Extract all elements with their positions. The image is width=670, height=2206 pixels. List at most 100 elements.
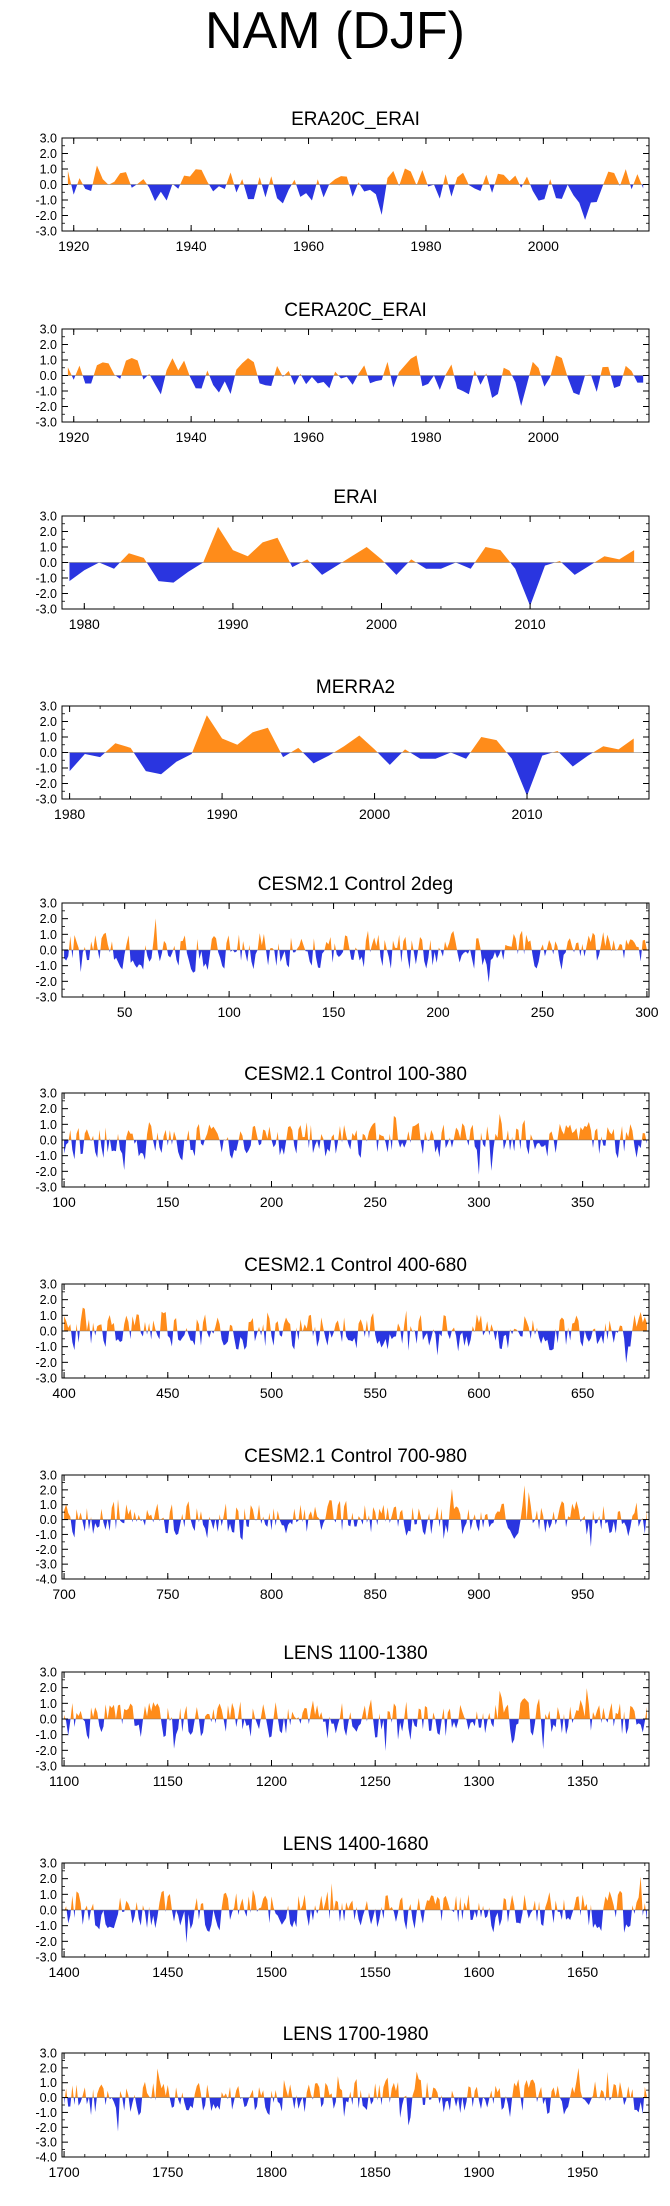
x-tick-label: 1250 [360,1773,391,1789]
chart-panel-9: LENS 1100-13803.02.01.00.0-1.0-2.0-3.011… [35,1643,650,1789]
y-tick-label: 1.0 [40,2076,57,2090]
y-tick-label: -3.0 [35,1760,57,1774]
y-tick-label: 0.0 [40,556,57,570]
chart-panel-10: LENS 1400-16803.02.01.00.0-1.0-2.0-3.014… [35,1834,650,1980]
chart-panel-8: CESM2.1 Control 700-9803.02.01.00.0-1.0-… [35,1446,650,1602]
y-tick-label: 1.0 [40,541,57,555]
x-tick-label: 1990 [217,616,248,632]
chart-panel-5: CESM2.1 Control 2deg 3.02.0 1.0 0.0-1.0 -2.0… [35,874,658,1020]
y-tick-label: 1.0 [40,1118,57,1132]
y-tick-label: -2.0 [35,1543,57,1557]
x-tick-label: 700 [52,1586,76,1602]
x-tick-label: 1900 [463,2164,494,2180]
x-tick-label: 2000 [359,806,390,822]
y-tick-label: 2.0 [40,1483,57,1497]
x-tick-label: 1920 [58,238,89,254]
x-tick-label: 2000 [366,616,397,632]
negative-area-series [67,375,644,407]
x-tick-label: 1350 [567,1773,598,1789]
y-tick-label: 2.0 [40,1293,57,1307]
y-tick-label: 0.0 [40,746,57,760]
x-tick-label: 100 [52,1194,76,1210]
x-tick-label: 1950 [567,2164,598,2180]
x-tick-label: 1200 [256,1773,287,1789]
y-tick-label: -3.0 [35,603,57,617]
y-tick-label: -2.0 [35,1165,57,1179]
x-tick-label: 500 [260,1385,284,1401]
y-tick-label: -2.0 [35,777,57,791]
y-tick-label: -2.0 [35,1935,57,1949]
y-tick-label: 0.0 [40,1325,57,1339]
x-tick-label: 1700 [48,2164,79,2180]
chart-title: MERRA2 [316,677,395,698]
y-tick-label: -1.0 [35,572,57,586]
y-tick-label: 1.0 [40,163,57,177]
x-tick-label: 250 [531,1004,555,1020]
y-tick-label: -1.0 [35,762,57,776]
x-tick-label: 1650 [567,1964,598,1980]
x-tick-label: 1750 [152,2164,183,2180]
y-tick-label: -2.0 [35,209,57,223]
positive-area-series [64,1485,647,1520]
x-tick-label: 150 [322,1004,346,1020]
positive-area-series [67,165,644,185]
y-tick-label: 2.0 [40,1681,57,1695]
x-tick-label: 1980 [410,429,441,445]
x-tick-label: 2000 [528,238,559,254]
y-tick-label: 1.0 [40,928,57,942]
x-tick-label: 950 [571,1586,595,1602]
y-tick-label: 3.0 [40,132,57,146]
y-tick-label: 2.0 [40,2061,57,2075]
y-tick-label: 2.0 [40,1102,57,1116]
chart-panel-6: CESM2.1 Control 100-380 3.02.0 1.0 0.0-1.0 -… [35,1064,650,1210]
positive-area-series [64,1307,647,1331]
chart-title: LENS 1700-1980 [283,2024,429,2045]
y-tick-label: 0.0 [40,2091,57,2105]
x-tick-label: 1400 [48,1964,79,1980]
y-tick-label: -3.0 [35,416,57,430]
positive-area-series [64,918,647,950]
y-tick-label: 2.0 [40,912,57,926]
x-tick-label: 1960 [293,429,324,445]
x-tick-label: 1940 [176,238,207,254]
y-tick-label: -1.0 [35,1528,57,1542]
y-tick-label: 3.0 [40,2047,57,2061]
y-tick-label: -2.0 [35,1356,57,1370]
y-tick-label: -1.0 [35,959,57,973]
x-tick-label: 1980 [69,616,100,632]
y-tick-label: -2.0 [35,587,57,601]
chart-title: LENS 1100-1380 [283,1643,427,1664]
x-tick-label: 1920 [58,429,89,445]
x-tick-label: 1980 [410,238,441,254]
negative-area-series [64,1519,647,1547]
y-tick-label: -3.0 [35,1951,57,1965]
y-tick-label: 1.0 [40,1498,57,1512]
y-tick-label: -2.0 [35,975,57,989]
negative-area-series [69,562,635,606]
chart-title: ERA20C_ERAI [291,109,420,130]
chart-title: CESM2.1 Control 2deg [258,874,453,895]
positive-area-series [64,1688,647,1719]
x-tick-label: 350 [571,1194,595,1210]
y-tick-label: 2.0 [40,338,57,352]
x-tick-label: 850 [364,1586,388,1602]
chart-title: ERAI [333,487,377,508]
y-tick-label: 0.0 [40,369,57,383]
chart-title: CESM2.1 Control 400-680 [244,1255,467,1276]
y-tick-label: 0.0 [40,1513,57,1527]
y-tick-label: -1.0 [35,1340,57,1354]
negative-area-series [64,1719,647,1752]
y-tick-label: 3.0 [40,1087,57,1101]
x-tick-label: 2000 [528,429,559,445]
y-tick-label: 1.0 [40,1888,57,1902]
chart-panel-2: CERA20C_ERAI 3.02.0 1.00.0 -1.0-2.0 -3.01920… [35,300,650,445]
y-tick-label: 0.0 [40,1713,57,1727]
x-tick-label: 800 [260,1586,284,1602]
chart-panel-11: LENS 1700-1980 3.02.01.00.0-1.0-2.0-3.0-4… [35,2024,650,2180]
x-tick-label: 2010 [515,616,546,632]
y-tick-label: -3.0 [35,991,57,1005]
y-tick-label: 0.0 [40,1904,57,1918]
y-tick-label: -1.0 [35,1919,57,1933]
y-tick-label: 2.0 [40,1872,57,1886]
chart-title: CESM2.1 Control 100-380 [244,1064,467,1085]
